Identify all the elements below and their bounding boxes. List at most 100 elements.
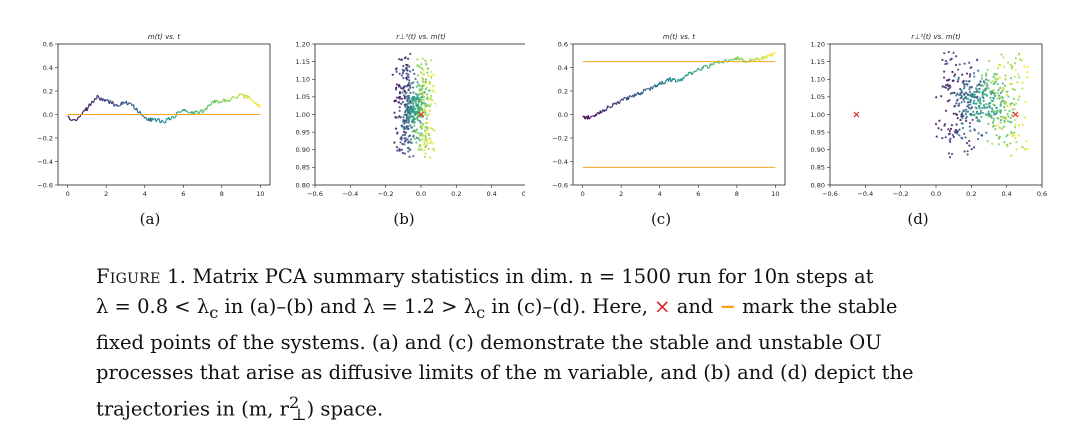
trajectory-segment: [138, 112, 139, 113]
trajectory-segment: [688, 72, 689, 75]
scatter-point: [394, 100, 396, 102]
scatter-point: [410, 138, 412, 140]
trajectory-segment: [752, 59, 753, 60]
trajectory-segment: [126, 101, 127, 105]
scatter-point: [975, 116, 977, 118]
trajectory-segment: [772, 53, 773, 56]
scatter-point: [404, 85, 406, 87]
scatter-point: [979, 91, 981, 93]
trajectory-segment: [630, 95, 631, 96]
scatter-point: [951, 124, 953, 126]
scatter-point: [965, 83, 967, 85]
scatter-point: [428, 148, 430, 150]
scatter-point: [973, 146, 975, 148]
scatter-point: [407, 150, 409, 152]
scatter-point: [940, 129, 942, 131]
red-x-icon: ×: [654, 295, 670, 318]
trajectory-segment: [221, 102, 222, 103]
x-tick-label: −0.6: [307, 190, 323, 198]
scatter-point: [429, 90, 431, 92]
scatter-point: [960, 89, 962, 91]
scatter-point: [412, 136, 414, 138]
scatter-point: [411, 111, 413, 113]
scatter-point: [968, 88, 970, 90]
scatter-point: [1014, 76, 1016, 78]
scatter-point: [968, 80, 970, 82]
trajectory-segment: [738, 57, 739, 59]
scatter-point: [945, 110, 947, 112]
scatter-point: [961, 112, 963, 114]
scatter-point: [981, 77, 983, 79]
trajectory-segment: [186, 111, 187, 112]
scatter-point: [979, 107, 981, 109]
scatter-point: [1011, 102, 1013, 104]
scatter-point: [1003, 88, 1005, 90]
scatter-point: [417, 107, 419, 109]
trajectory-segment: [137, 108, 138, 112]
trajectory-segment: [190, 113, 191, 114]
scatter-point: [988, 105, 990, 107]
scatter-point: [976, 88, 978, 90]
scatter-point: [1013, 135, 1015, 137]
scatter-point: [412, 155, 414, 157]
trajectory-segment: [252, 100, 253, 101]
scatter-point: [961, 74, 963, 76]
trajectory-segment: [219, 102, 220, 103]
scatter-point: [408, 82, 410, 84]
scatter-point: [404, 152, 406, 154]
scatter-point: [417, 103, 419, 105]
y-tick-label: −0.2: [552, 134, 568, 142]
scatter-point: [941, 59, 943, 61]
scatter-point: [983, 100, 985, 102]
scatter-point: [993, 97, 995, 99]
scatter-point: [1004, 109, 1006, 111]
trajectory-segment: [162, 120, 163, 121]
caption-line-3: fixed points of the systems. (a) and (c)…: [96, 328, 996, 358]
y-tick-label: 0.90: [296, 146, 310, 154]
x-tick-label: −0.4: [342, 190, 358, 198]
scatter-point: [413, 125, 415, 127]
scatter-point: [965, 113, 967, 115]
scatter-point: [408, 135, 410, 137]
scatter-point: [994, 82, 996, 84]
scatter-point: [978, 83, 980, 85]
scatter-point: [426, 129, 428, 131]
trajectory-segment: [608, 106, 609, 107]
scatter-point: [423, 142, 425, 144]
scatter-point: [401, 98, 403, 100]
scatter-point: [398, 148, 400, 150]
scatter-point: [406, 69, 408, 71]
scatter-point: [1010, 64, 1012, 66]
scatter-point: [982, 85, 984, 87]
trajectory-segment: [174, 117, 175, 118]
trajectory-segment: [211, 102, 212, 104]
scatter-point: [957, 69, 959, 71]
scatter-point: [948, 99, 950, 101]
sublabel-d: (d): [888, 210, 948, 228]
scatter-point: [1024, 148, 1026, 150]
scatter-point: [965, 120, 967, 122]
scatter-point: [957, 130, 959, 132]
trajectory-segment: [645, 89, 646, 90]
scatter-point: [420, 104, 422, 106]
trajectory-segment: [198, 112, 199, 113]
scatter-point: [1008, 110, 1010, 112]
scatter-point: [402, 77, 404, 79]
trajectory-segment: [69, 118, 70, 120]
trajectory-segment: [674, 78, 675, 79]
scatter-point: [949, 59, 951, 61]
scatter-point: [424, 131, 426, 133]
scatter-point: [401, 91, 403, 93]
scatter-point: [428, 113, 430, 115]
scatter-point: [998, 64, 1000, 66]
x-tick-label: 0.0: [931, 190, 941, 198]
scatter-point: [400, 116, 402, 118]
y-tick-label: 0.4: [43, 64, 53, 72]
y-tick-label: 0.95: [296, 128, 310, 136]
scatter-point: [956, 132, 958, 134]
trajectory-segment: [636, 94, 637, 95]
scatter-point: [429, 103, 431, 105]
trajectory-segment: [670, 77, 671, 81]
scatter-point: [421, 125, 423, 127]
trajectory-segment: [211, 103, 212, 105]
